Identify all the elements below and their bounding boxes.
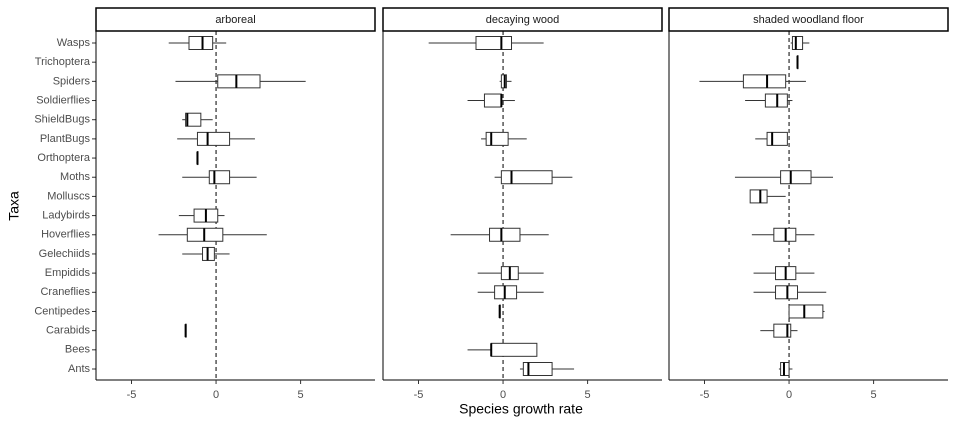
strip-label: arboreal [215, 14, 255, 26]
box [208, 170, 231, 185]
x-axis-title: Species growth rate [459, 401, 583, 417]
box [742, 74, 787, 89]
y-tick-label: Wasps [57, 37, 91, 49]
x-tick-label: 5 [298, 389, 304, 401]
y-tick-label: Orthoptera [37, 152, 90, 164]
y-tick-label: Spiders [53, 75, 91, 87]
box [490, 342, 538, 357]
strip [95, 7, 376, 32]
y-tick-label: Carabids [46, 325, 91, 337]
y-tick-label: Molluscs [47, 190, 90, 202]
y-tick-label: Hoverflies [41, 229, 90, 241]
y-tick-label: Ladybirds [42, 209, 90, 221]
y-tick-label: ShieldBugs [34, 114, 90, 126]
y-tick-label: Gelechiids [39, 248, 91, 260]
strip [668, 7, 949, 32]
x-tick-label: -5 [700, 389, 710, 401]
y-tick-label: Bees [65, 344, 91, 356]
y-tick-label: Centipedes [34, 305, 90, 317]
y-tick-label: Craneflies [40, 286, 90, 298]
box [788, 304, 824, 319]
x-tick-label: 5 [585, 389, 591, 401]
x-tick-label: 0 [213, 389, 219, 401]
panel-frame [669, 31, 948, 380]
box [766, 131, 788, 146]
box [500, 170, 553, 185]
box [217, 74, 261, 89]
box [485, 131, 509, 146]
x-tick-label: 0 [786, 389, 792, 401]
y-tick-label: Ants [68, 363, 91, 375]
box [489, 227, 521, 242]
x-tick-label: -5 [414, 389, 424, 401]
box [475, 36, 513, 50]
box [483, 93, 502, 108]
x-tick-label: -5 [127, 389, 137, 401]
x-tick-label: 0 [500, 389, 506, 401]
box [780, 170, 812, 185]
box [185, 112, 202, 127]
y-axis-title: Taxa [6, 191, 22, 221]
y-tick-label: Trichoptera [35, 56, 91, 68]
box [791, 36, 804, 50]
box [522, 362, 553, 376]
x-tick-label: 5 [871, 389, 877, 401]
strip-label: shaded woodland floor [753, 14, 864, 26]
strip-label: decaying wood [486, 14, 559, 26]
y-tick-label: Soldierflies [36, 94, 90, 106]
box [196, 131, 231, 146]
y-tick-label: Empidids [45, 267, 91, 279]
panel-frame [383, 31, 662, 380]
box [749, 189, 768, 204]
y-tick-label: Moths [60, 171, 90, 183]
box [188, 36, 214, 50]
y-tick-label: PlantBugs [40, 133, 91, 145]
strip [382, 7, 663, 32]
